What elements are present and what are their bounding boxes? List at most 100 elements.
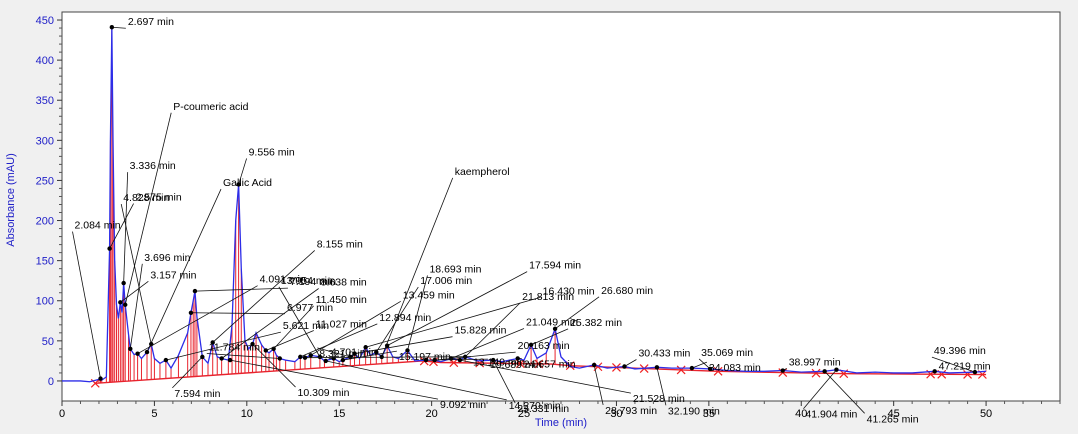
peak-marker (972, 369, 978, 375)
peak-label: 34.083 min (709, 362, 761, 374)
leader-line (931, 356, 976, 373)
leader-line (365, 296, 541, 348)
leader-line (459, 359, 631, 394)
leader-line (325, 360, 507, 401)
cross-stroke (676, 365, 686, 375)
leader-line (252, 343, 296, 388)
leader-line (146, 188, 222, 353)
leader-line (698, 358, 711, 370)
peak-label: 8.638 min (321, 276, 367, 288)
peak-marker (654, 365, 660, 370)
peak-marker (118, 300, 123, 305)
peak-label: 24.657 min (524, 358, 576, 370)
cross-stroke (90, 378, 100, 388)
x-tick-label-5: 5 (151, 408, 157, 420)
peak-marker (144, 349, 150, 355)
leader-line (265, 330, 314, 351)
y-tick-label-50: 50 (42, 336, 54, 348)
peak-label: 7.594 min (174, 388, 220, 400)
peak-label: 21.049 min (526, 316, 578, 328)
leader-line (803, 369, 837, 409)
peak-label: kaempherol (455, 166, 510, 178)
leader-line (624, 359, 637, 367)
peak-label: 9.556 min (249, 146, 295, 158)
peak-marker (490, 357, 496, 363)
peak-label: 6.977 min (287, 302, 333, 314)
leader-line (124, 112, 172, 305)
leader-line (190, 312, 285, 315)
leader-line (656, 367, 667, 406)
y-tick-label-300: 300 (36, 135, 54, 147)
peak-marker (528, 342, 534, 348)
peak-label: 16.430 min (543, 285, 595, 297)
leader-line (464, 302, 521, 358)
peak-label: 8.155 min (317, 238, 363, 250)
leader-line (375, 286, 419, 353)
x-tick-label-50: 50 (980, 408, 992, 420)
leader-line (120, 281, 149, 303)
leader-line (305, 356, 472, 359)
leader-line (386, 271, 528, 347)
peak-label: 20.163 min (518, 340, 570, 352)
leader-line (172, 356, 203, 389)
peak-label: 11.450 min (316, 294, 367, 306)
peak-label: 14.270 min (509, 400, 561, 412)
peak-label: 15.828 min (455, 325, 507, 337)
peak-label: 2.084 min (75, 220, 121, 232)
leader-line (381, 177, 454, 358)
leader-line (238, 158, 247, 185)
peak-marker (780, 368, 785, 373)
leader-line (109, 203, 134, 249)
peak-label: 9.092 min (440, 399, 486, 411)
peak-marker (822, 369, 827, 374)
x-tick-label-45: 45 (888, 408, 900, 420)
leader-line (120, 203, 152, 345)
peak-label: 21.528 min (633, 393, 685, 405)
y-axis-title: Absorbance (mAU) (5, 153, 17, 247)
leader-line (691, 361, 708, 369)
leader-line (450, 328, 525, 359)
y-tick-label-200: 200 (36, 216, 54, 228)
peak-label: 5.621 min (283, 320, 329, 332)
x-tick-label-30: 30 (610, 408, 622, 420)
plot-area (61, 11, 1061, 402)
cross-stroke (937, 369, 947, 379)
leader-line (434, 351, 516, 361)
x-tick-label-35: 35 (703, 408, 715, 420)
y-tick-label-400: 400 (36, 55, 54, 67)
integration-cross-marker (713, 366, 723, 376)
leader-line (123, 172, 129, 284)
peak-label: 23.331 min (517, 403, 569, 415)
leader-line (165, 331, 281, 361)
peak-marker (227, 357, 233, 363)
x-tick-label-40: 40 (795, 408, 807, 420)
peak-marker (107, 246, 112, 251)
peak-marker (210, 340, 215, 345)
leader-line (221, 288, 319, 359)
x-tick-label-0: 0 (59, 408, 65, 420)
peak-marker (374, 349, 379, 355)
peak-label: 7.194 min (290, 276, 336, 288)
cross-stroke (515, 359, 525, 369)
x-tick-label-20: 20 (426, 408, 438, 420)
cross-stroke (811, 368, 821, 378)
peak-label: 11.027 min (316, 318, 367, 330)
peak-marker (263, 348, 268, 353)
peak-marker (352, 351, 357, 356)
peak-marker (689, 365, 695, 371)
peak-marker (250, 341, 255, 347)
leader-line (137, 285, 258, 355)
peak-marker (552, 326, 558, 332)
x-tick-label-25: 25 (518, 408, 530, 420)
peak-label: 49.396 min (934, 345, 986, 357)
x-tick-label-10: 10 (241, 408, 253, 420)
leader-line (129, 263, 143, 349)
x-tick-label-15: 15 (333, 408, 345, 420)
leader-line (111, 26, 126, 29)
peak-marker (515, 356, 520, 361)
y-tick-label-150: 150 (36, 256, 54, 268)
leader-line (206, 353, 280, 359)
peak-marker (298, 354, 303, 360)
